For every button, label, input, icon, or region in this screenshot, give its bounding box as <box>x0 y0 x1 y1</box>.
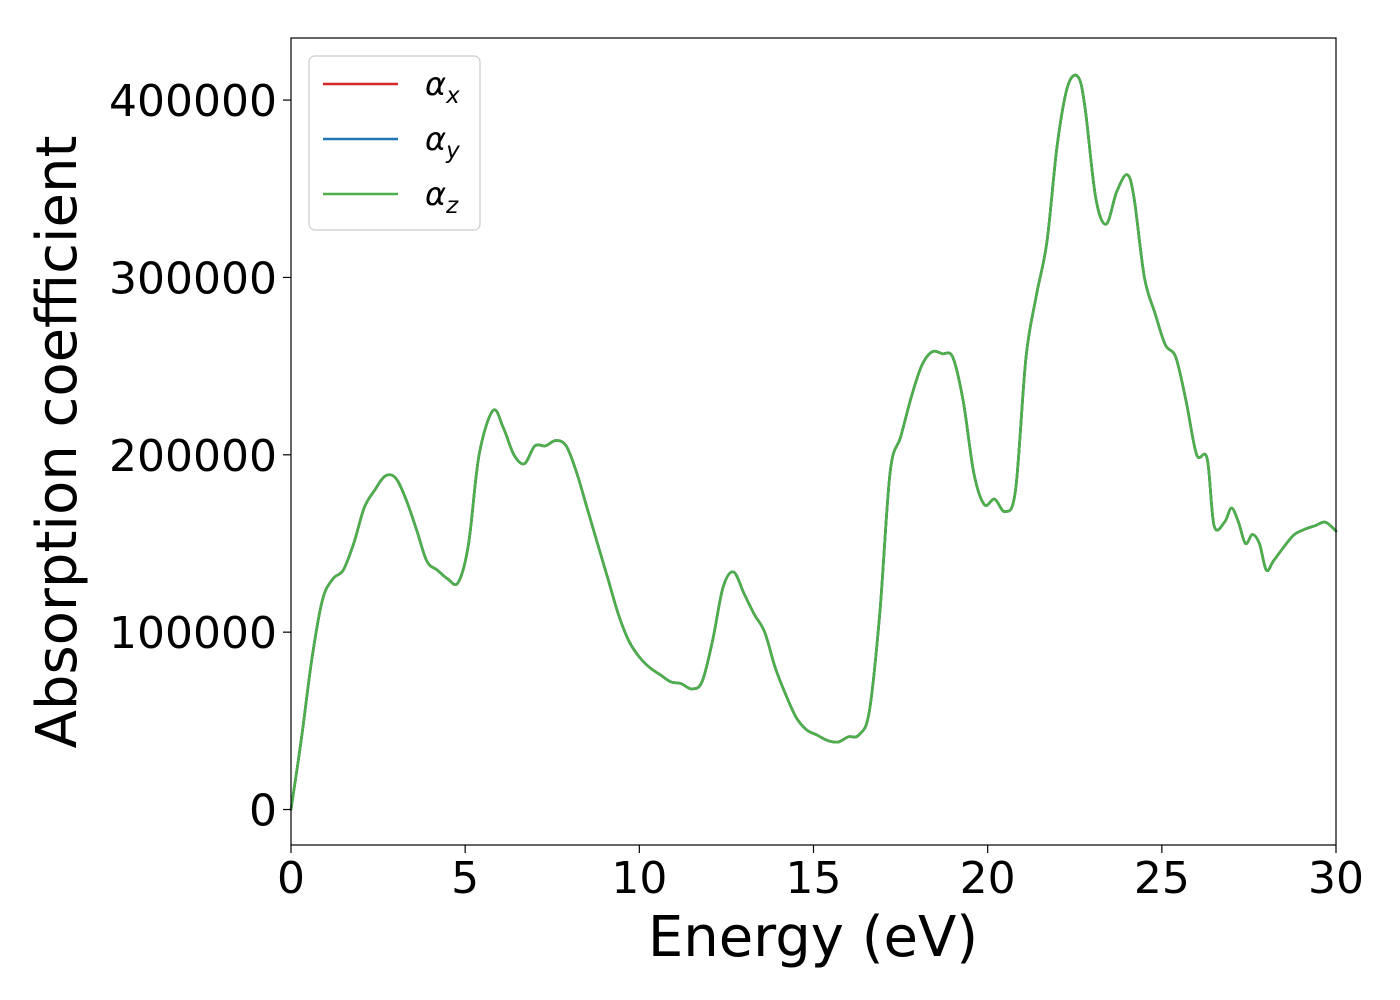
series-line-alpha-z <box>289 73 1338 811</box>
legend-entries: αx αy αz <box>323 65 460 219</box>
y-tick-label: 200000 <box>109 431 277 482</box>
y-tick-label: 0 <box>249 786 277 837</box>
y-tick-label: 100000 <box>109 608 277 659</box>
x-tick-label: 15 <box>786 853 842 904</box>
x-tick-label: 30 <box>1308 853 1364 904</box>
x-axis: 0 5 10 15 20 25 30 <box>277 845 1364 904</box>
x-tick-label: 25 <box>1134 853 1190 904</box>
series-layer <box>289 73 1338 811</box>
legend-label-alpha-y: αy <box>425 120 460 164</box>
x-axis-label: Energy (eV) <box>648 905 978 970</box>
y-axis: 0 100000 200000 300000 400000 <box>109 76 291 837</box>
legend-box <box>308 55 481 231</box>
legend: αx αy αz <box>308 55 481 231</box>
x-tick-label: 0 <box>277 853 305 904</box>
x-tick-label: 20 <box>960 853 1016 904</box>
y-tick-label: 400000 <box>109 76 277 127</box>
x-tick-label: 10 <box>611 853 667 904</box>
legend-label-alpha-x: αx <box>425 65 460 109</box>
y-tick-label: 300000 <box>109 253 277 304</box>
legend-label-alpha-z: αz <box>425 175 459 219</box>
y-axis-label: Absorption coefficient <box>25 136 90 749</box>
x-tick-label: 5 <box>451 853 479 904</box>
